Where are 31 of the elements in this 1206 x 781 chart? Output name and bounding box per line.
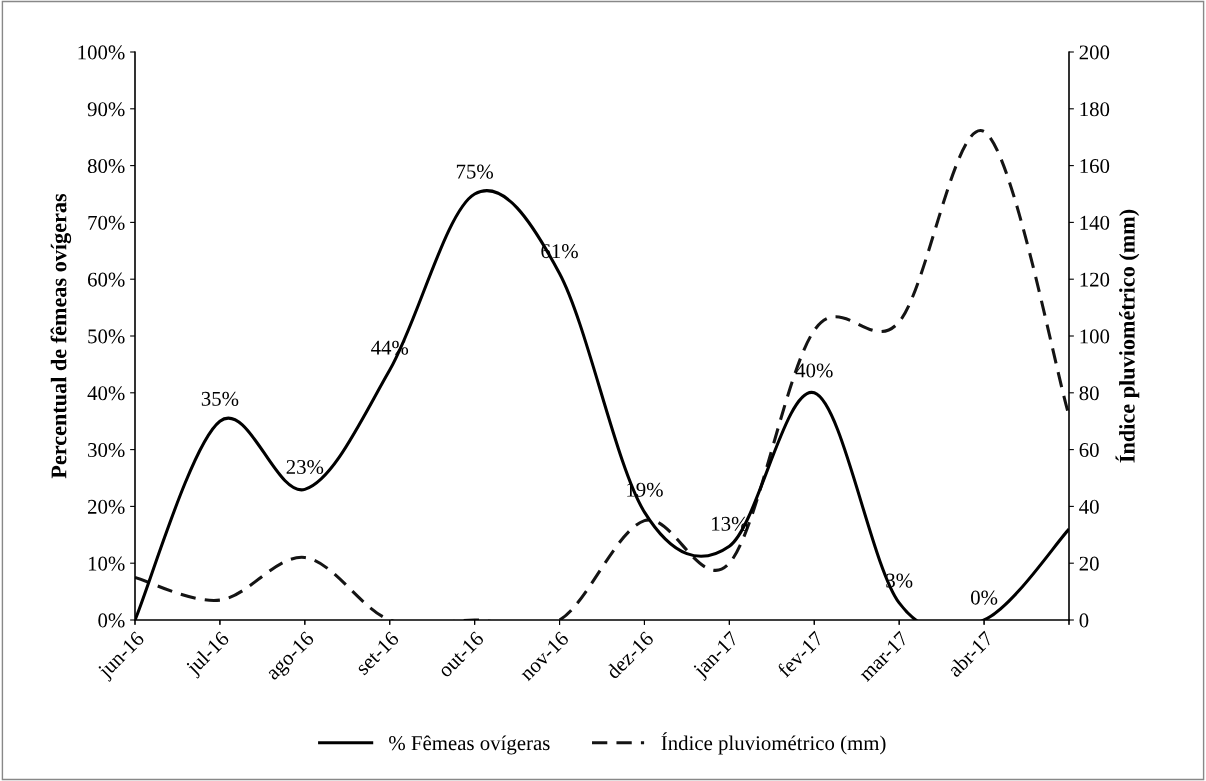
y2-tick-label: 140	[1080, 215, 1110, 230]
legend-label: Índice pluviométrico (mm)	[661, 732, 886, 755]
y-tick-label: 50%	[88, 329, 125, 344]
y-tick-label: 80%	[87, 158, 125, 174]
y-tick-label: 60%	[87, 272, 125, 287]
y-tick-label: 40%	[87, 386, 125, 401]
y2-axis-title: Índice pluviométrico (mm)	[1115, 209, 1140, 463]
y2-tick-label: 0	[1079, 613, 1089, 628]
data-label: 23%	[286, 459, 324, 475]
y-tick-label: 30%	[88, 442, 125, 458]
data-label: 75%	[456, 164, 494, 179]
y2-tick-label: 60	[1079, 442, 1099, 458]
data-label: 0%	[971, 590, 998, 605]
data-label: 40%	[795, 363, 833, 378]
y2-tick-label: 200	[1079, 45, 1110, 60]
y2-tick-label: 160	[1080, 158, 1110, 174]
data-label: 35%	[201, 391, 239, 406]
y2-tick-label: 20	[1079, 556, 1099, 571]
y-tick-label: 70%	[88, 215, 125, 230]
y-tick-label: 0%	[98, 613, 125, 628]
y-tick-label: 10%	[88, 556, 125, 571]
y-axis-title: Percentual de fêmeas ovígeras	[50, 193, 72, 479]
y-tick-label: 20%	[88, 499, 125, 514]
y2-tick-label: 40	[1079, 499, 1099, 514]
y2-tick-label: 180	[1080, 102, 1110, 117]
y-tick-label: 90%	[87, 102, 125, 117]
y2-tick-label: 120	[1080, 272, 1110, 287]
y2-tick-label: 80	[1079, 386, 1099, 401]
legend-label: % Fêmeas ovígeras	[389, 735, 550, 755]
y2-tick-label: 100	[1080, 329, 1110, 344]
y-tick-label: 100%	[78, 45, 125, 60]
